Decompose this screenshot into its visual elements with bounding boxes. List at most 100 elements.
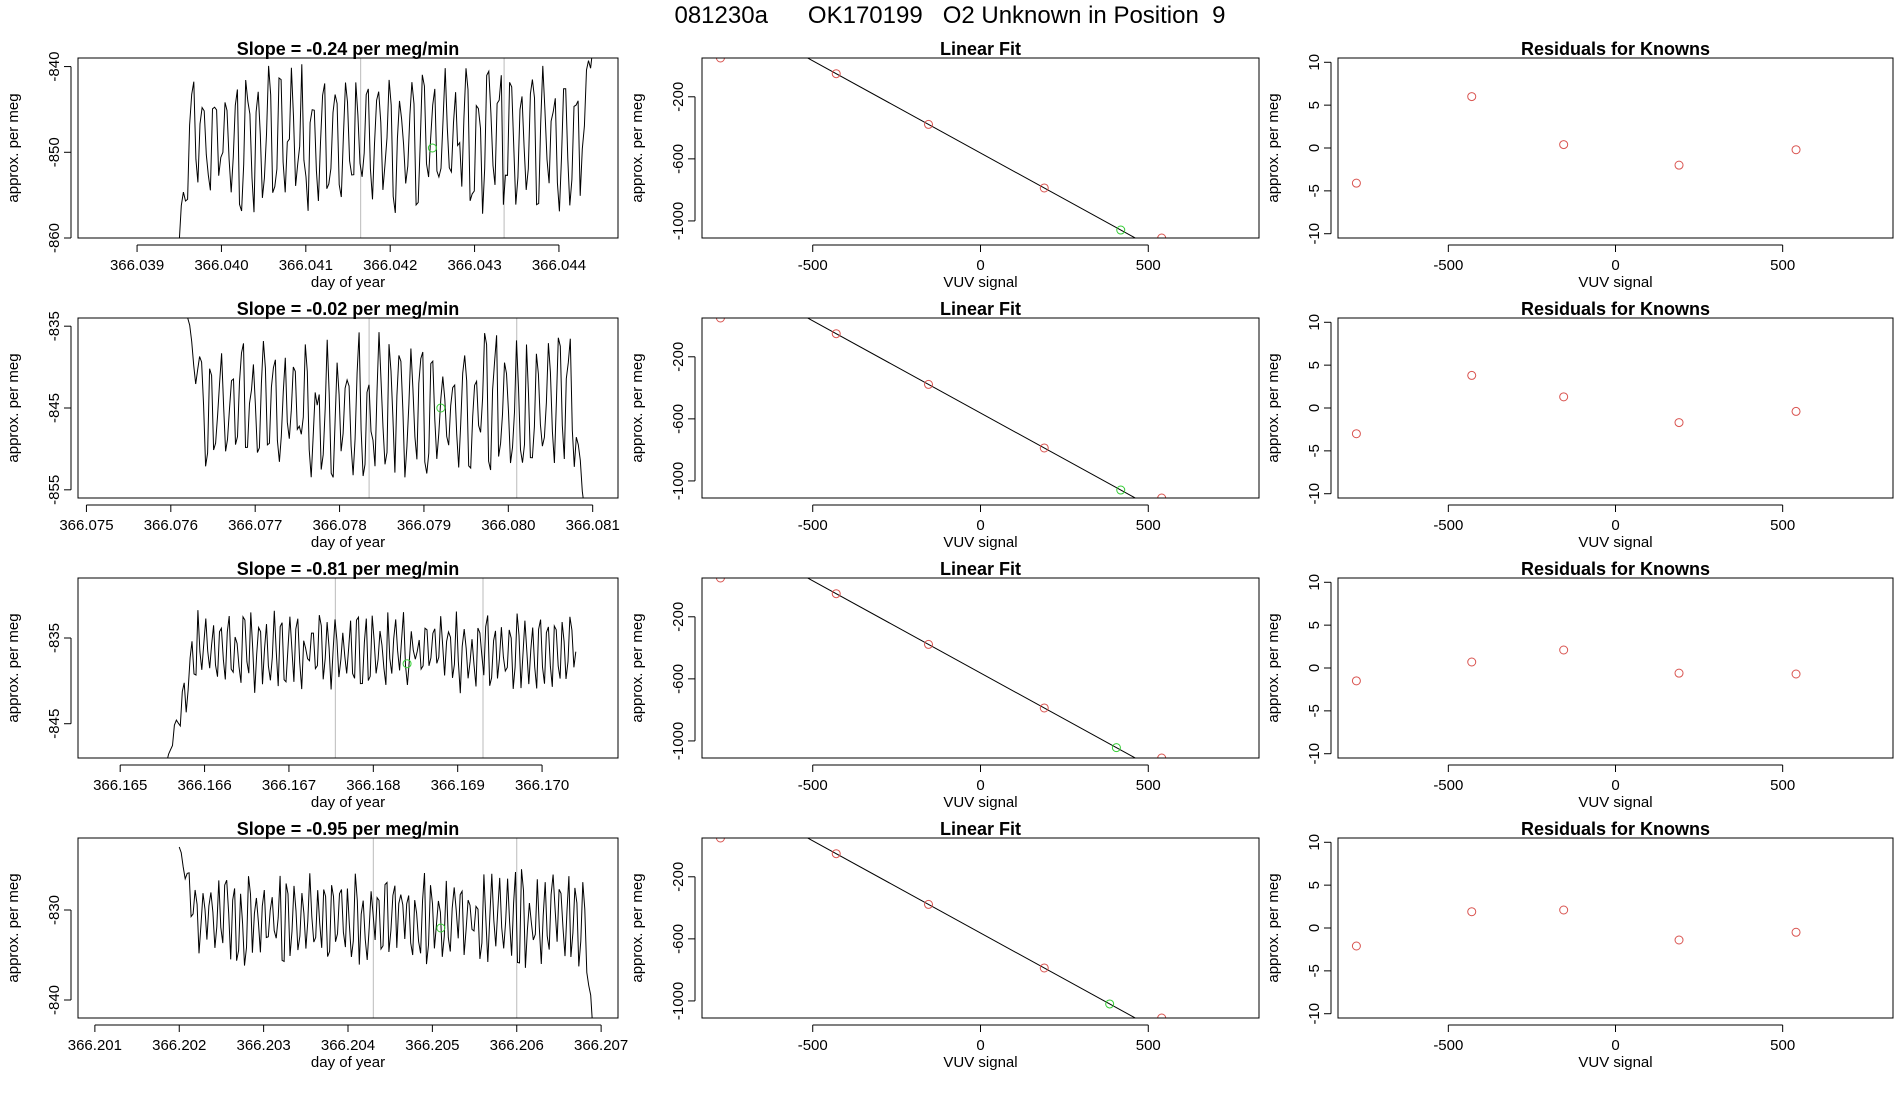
known-point [1351,941,1361,951]
chart-title: Linear Fit [940,39,1021,59]
x-tick-label: 366.205 [405,1037,459,1054]
x-tick-label: 0 [1611,777,1619,794]
x-tick-label: -500 [798,777,828,794]
y-tick-label: -10 [1306,483,1323,505]
x-tick-label: 366.041 [279,257,333,274]
x-tick-label: -500 [798,517,828,534]
x-tick-label: 366.169 [431,777,485,794]
unknown-point [402,659,412,669]
y-tick-label: -10 [1306,223,1323,245]
x-tick-label: 366.170 [515,777,569,794]
panel-2: Slope = -0.02 per meg/min 366.075 366.076 3… [5,299,620,551]
known-point [1039,963,1049,973]
x-tick-label: 366.202 [152,1037,206,1054]
fit-line [806,58,1137,238]
chart-title: Residuals for Knowns [1521,39,1710,59]
y-tick-label: -845 [46,393,63,423]
y-tick-label: -840 [46,52,63,82]
x-axis-label: VUV signal [943,794,1017,811]
y-tick-label: -5 [1306,704,1323,717]
x-axis-label: day of year [311,534,385,551]
y-tick-label: 0 [1306,144,1323,152]
panel-9: Residuals for Knowns -500 0 500 VUV signal -1… [1265,39,1894,291]
panel-7: Linear Fit -500 0 500 VUV signal -1000 -600 -20… [629,559,1260,811]
panel-10: Residuals for Knowns -500 0 500 VUV signal -1… [1265,299,1894,551]
y-tick-label: 0 [1306,664,1323,672]
plot-area [715,578,1167,758]
chart-title: Linear Fit [940,299,1021,319]
x-axis-label: VUV signal [1578,1054,1652,1071]
x-tick-label: 366.081 [566,517,620,534]
y-tick-label: 10 [1306,834,1323,851]
known-point [1157,1013,1167,1018]
chart-title: Slope = -0.02 per meg/min [237,299,460,319]
y-tick-label: -200 [670,602,687,632]
y-tick-label: -600 [670,924,687,954]
y-axis-label: approx. per meg [5,353,22,462]
x-axis-label: day of year [311,794,385,811]
known-point [1674,935,1684,945]
known-point [831,69,841,79]
y-tick-label: -5 [1306,444,1323,457]
known-point [1791,145,1801,155]
known-point [1559,905,1569,915]
plot-area [1351,645,1801,686]
plot-frame [701,577,1260,759]
y-axis-label: approx. per meg [629,613,646,722]
known-point [1039,183,1049,193]
unknown-point [1116,225,1126,235]
x-axis-label: VUV signal [943,1054,1017,1071]
unknown-point [436,403,446,413]
y-axis-label: approx. per meg [1265,613,1282,722]
known-point [1351,178,1361,188]
y-tick-label: -850 [46,137,63,167]
trace-line [178,846,593,1018]
known-point [1674,668,1684,678]
plot-area [187,318,584,498]
plot-frame [77,317,619,499]
x-tick-label: 366.075 [59,517,113,534]
plot-area [167,578,577,758]
unknown-point [1111,743,1121,753]
known-point [1039,703,1049,713]
panel-4: Slope = -0.95 per meg/min 366.201 366.202 3… [5,819,628,1071]
plot-frame [1337,837,1894,1019]
y-tick-label: -840 [46,985,63,1015]
x-tick-label: 366.167 [262,777,316,794]
known-point [1157,753,1167,758]
x-tick-label: -500 [1433,517,1463,534]
plot-frame [1337,577,1894,759]
y-axis-label: approx. per meg [629,353,646,462]
y-tick-label: -10 [1306,1003,1323,1025]
y-tick-label: -835 [46,311,63,341]
unknown-point [1105,999,1115,1009]
x-axis-label: VUV signal [1578,534,1652,551]
plot-area [715,58,1167,238]
known-point [1157,493,1167,498]
plot-area [715,318,1167,498]
x-tick-label: 366.080 [481,517,535,534]
x-tick-label: 366.204 [321,1037,375,1054]
known-point [1674,160,1684,170]
fit-line [806,838,1137,1018]
y-axis-label: approx. per meg [5,613,22,722]
y-tick-label: -1000 [670,982,687,1020]
x-tick-label: 500 [1136,777,1161,794]
panel-3: Slope = -0.81 per meg/min 366.165 366.166 3… [5,559,619,811]
y-tick-label: -10 [1306,743,1323,765]
known-point [831,589,841,599]
chart-title: Residuals for Knowns [1521,819,1710,839]
y-tick-label: 10 [1306,314,1323,331]
y-tick-label: -830 [46,895,63,925]
x-tick-label: 366.207 [574,1037,628,1054]
y-tick-label: -1000 [670,722,687,760]
x-axis-label: VUV signal [1578,274,1652,291]
x-axis-label: VUV signal [1578,794,1652,811]
y-tick-label: 5 [1306,101,1323,109]
x-tick-label: 500 [1770,1037,1795,1054]
known-point [1559,645,1569,655]
plot-frame [1337,317,1894,499]
panel-8: Linear Fit -500 0 500 VUV signal -1000 -600 -20… [629,819,1260,1071]
known-point [715,58,725,63]
x-tick-label: 0 [1611,257,1619,274]
